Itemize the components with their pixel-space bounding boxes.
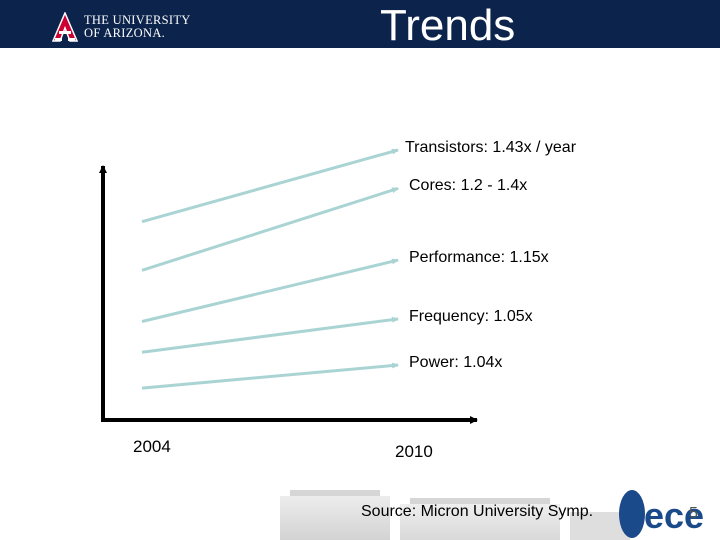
trend-line-3 bbox=[141, 258, 399, 323]
series-label-1: Transistors: 1.43x / year bbox=[405, 139, 577, 156]
series-label-2: Cores: 1.2 - 1.4x bbox=[409, 177, 528, 195]
trend-line-2 bbox=[141, 186, 399, 272]
ece-logo-icon: ece bbox=[619, 490, 704, 538]
page-number: 5 bbox=[689, 505, 698, 522]
header-bar: THE UNIVERSITY OF ARIZONA. Trends bbox=[0, 0, 720, 50]
logo-text: THE UNIVERSITY OF ARIZONA. bbox=[84, 14, 191, 40]
series-lines bbox=[141, 148, 399, 390]
ece-logo-text: ece bbox=[644, 495, 704, 536]
trend-line-5 bbox=[141, 362, 399, 390]
trend-line-1 bbox=[141, 148, 399, 224]
trend-line-4 bbox=[141, 316, 399, 354]
campus-building-image bbox=[280, 490, 630, 540]
series-label-3: Performance: 1.15x bbox=[409, 249, 549, 267]
series-label-5: Power: 1.04x bbox=[409, 354, 503, 372]
logo-line-1: THE UNIVERSITY bbox=[84, 13, 191, 27]
x-tick-label-2004: 2004 bbox=[133, 437, 171, 456]
logo-line-2: OF ARIZONA. bbox=[84, 26, 166, 40]
university-logo[interactable]: THE UNIVERSITY OF ARIZONA. bbox=[52, 10, 191, 44]
arizona-a-icon bbox=[52, 12, 78, 42]
series-label-4: Frequency: 1.05x bbox=[409, 307, 533, 325]
page-title: Trends bbox=[380, 1, 516, 50]
source-citation: Source: Micron University Symp. bbox=[361, 503, 594, 520]
x-tick-label-2010: 2010 bbox=[395, 442, 433, 461]
